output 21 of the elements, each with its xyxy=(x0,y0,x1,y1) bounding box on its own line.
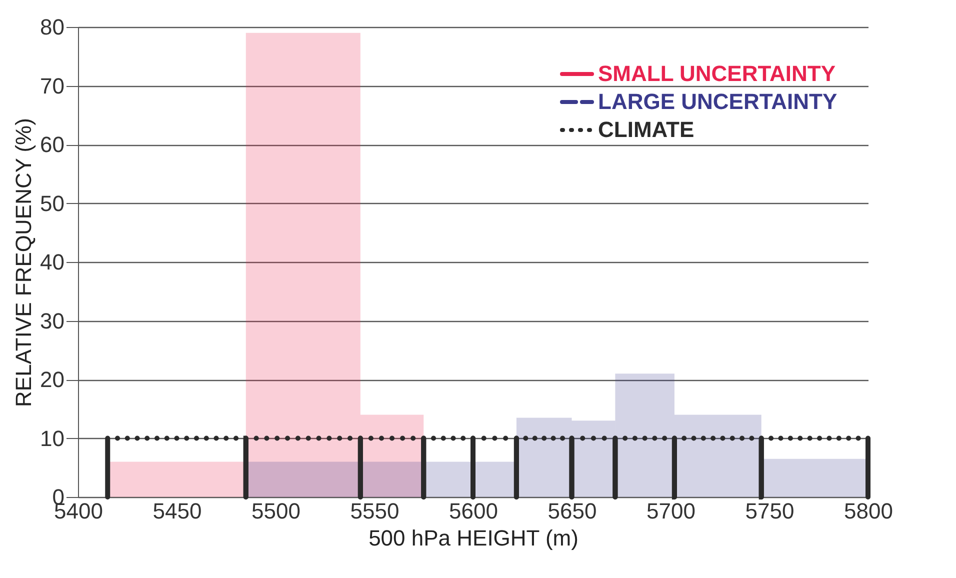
y-tick-label: 40 xyxy=(40,250,64,274)
y-tick-label: 70 xyxy=(40,73,64,98)
x-tick-label: 5600 xyxy=(449,498,498,524)
x-tick-label: 5450 xyxy=(152,498,202,524)
y-tick-label: 50 xyxy=(40,190,64,216)
legend-label: SMALL UNCERTAINTY xyxy=(598,61,836,86)
y-tick-label: 80 xyxy=(40,14,64,40)
y-tick-label: 30 xyxy=(40,308,64,334)
x-axis-title: 500 hPa HEIGHT (m) xyxy=(368,526,578,550)
x-tick-label: 5700 xyxy=(646,498,696,524)
y-tick-label: 60 xyxy=(40,132,64,157)
y-tick-label: 20 xyxy=(40,367,64,392)
legend-label: CLIMATE xyxy=(598,117,694,142)
x-tick-label: 5550 xyxy=(350,498,400,524)
legend-label: LARGE UNCERTAINTY xyxy=(598,89,838,114)
x-tick-label: 5650 xyxy=(548,498,597,524)
y-axis-title: RELATIVE FREQUENCY (%) xyxy=(11,118,36,407)
x-tick-label: 5500 xyxy=(252,498,300,524)
y-tick-label: 10 xyxy=(40,426,64,451)
x-tick-label: 5750 xyxy=(745,498,794,524)
x-tick-label: 5800 xyxy=(844,498,893,524)
